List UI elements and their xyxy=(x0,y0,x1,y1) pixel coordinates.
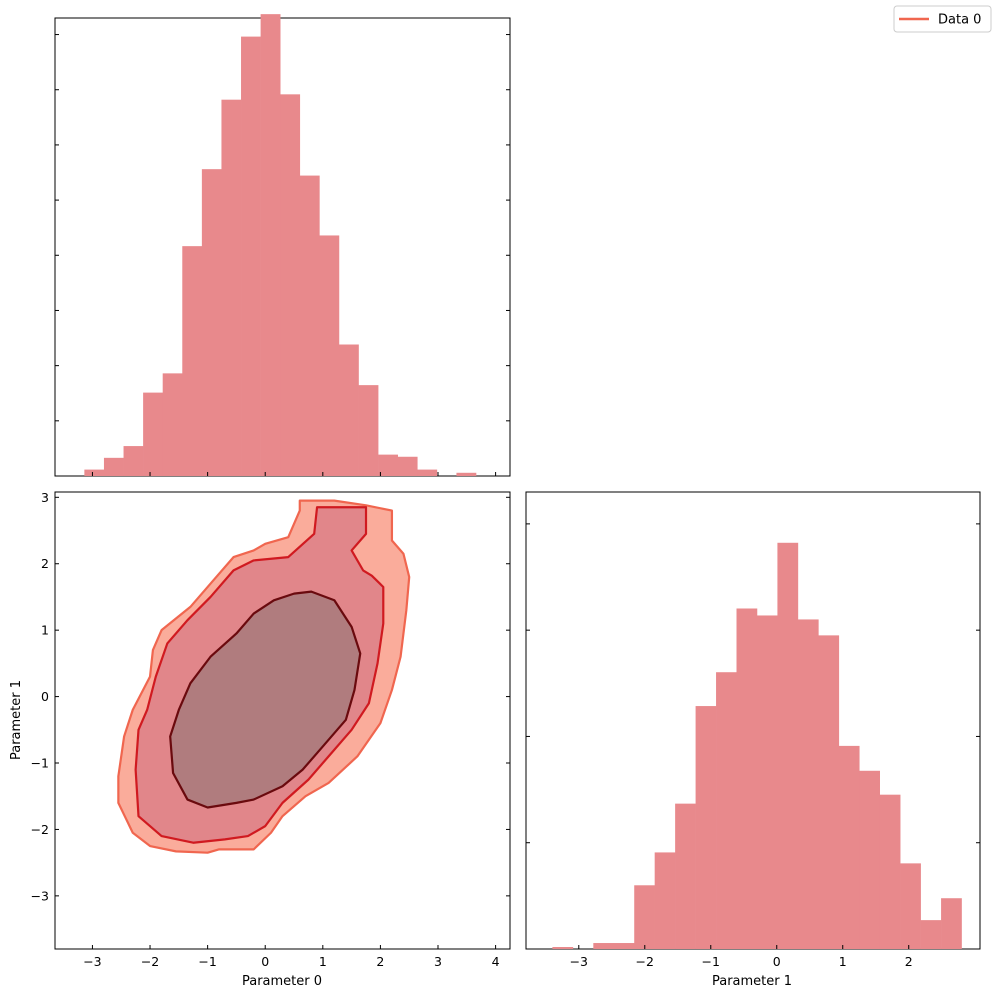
marginal-histogram-parameter-1: −3 −2 −1 0 1 2 Parameter 1 xyxy=(525,491,981,989)
histogram-bar xyxy=(221,99,242,477)
histogram-bar xyxy=(299,175,320,476)
histogram-bar xyxy=(859,770,880,949)
histogram-bar xyxy=(319,235,340,476)
histogram-bar xyxy=(654,852,676,949)
x-tick-label: 3 xyxy=(434,954,442,969)
axis-ticks xyxy=(55,496,510,949)
y-tick-label: −1 xyxy=(31,756,49,771)
x-tick-label: 1 xyxy=(839,954,847,969)
histogram-bar xyxy=(756,615,778,949)
y-tick-label: 0 xyxy=(41,689,49,704)
histogram-bar xyxy=(456,472,477,476)
histogram-bars xyxy=(84,14,477,477)
y-tick-label: 3 xyxy=(41,490,49,505)
y-tick-label: −2 xyxy=(31,822,49,837)
x-tick-labels: −3 −2 −1 0 1 2 3 4 xyxy=(83,954,499,969)
histogram-bar xyxy=(280,94,301,476)
histogram-bar xyxy=(84,469,105,476)
histogram-bar xyxy=(103,457,124,476)
histogram-bar xyxy=(162,373,183,476)
histogram-bar xyxy=(182,246,203,476)
histogram-bar xyxy=(358,385,379,476)
histogram-bar xyxy=(201,169,222,477)
histogram-bar xyxy=(613,943,635,949)
histogram-bar xyxy=(552,947,574,949)
histogram-bar xyxy=(378,454,398,476)
x-tick-label: −3 xyxy=(83,954,101,969)
axis-ticks xyxy=(526,523,980,949)
x-tick-labels: −3 −2 −1 0 1 2 xyxy=(570,954,913,969)
x-tick-label: −1 xyxy=(702,954,720,969)
legend: Data 0 xyxy=(893,5,992,33)
legend-label: Data 0 xyxy=(938,13,981,28)
joint-contour-plot: −3 −2 −1 0 1 2 3 4 −3 −2 −1 0 1 2 3 Parameter 0 Param… xyxy=(9,490,511,989)
histogram-bar xyxy=(818,635,840,949)
histogram-bar xyxy=(900,863,921,949)
contour-inner xyxy=(169,590,362,809)
y-tick-label: 1 xyxy=(41,623,49,638)
histogram-bar xyxy=(675,803,696,949)
axis-ticks xyxy=(55,34,510,476)
x-tick-label: 2 xyxy=(905,954,913,969)
y-tick-label: 2 xyxy=(41,556,49,571)
marginal-histogram-parameter-0 xyxy=(54,14,511,477)
histogram-bar xyxy=(736,608,758,949)
x-tick-label: −3 xyxy=(570,954,588,969)
contour-levels xyxy=(117,499,411,854)
histogram-bar xyxy=(777,542,799,949)
x-tick-label: 2 xyxy=(376,954,384,969)
y-tick-label: −3 xyxy=(31,888,49,903)
histogram-bar xyxy=(941,898,962,949)
histogram-bar xyxy=(920,920,942,949)
x-axis-label: Parameter 1 xyxy=(712,974,792,989)
histogram-bar xyxy=(879,794,901,949)
y-tick-labels: −3 −2 −1 0 1 2 3 xyxy=(31,490,49,904)
histogram-bars xyxy=(552,542,962,949)
histogram-bar xyxy=(634,885,655,949)
histogram-bar xyxy=(838,745,860,949)
x-tick-label: −2 xyxy=(141,954,159,969)
x-tick-label: 4 xyxy=(492,954,500,969)
y-axis-label: Parameter 1 xyxy=(9,680,24,760)
x-tick-label: 1 xyxy=(319,954,327,969)
x-tick-label: −1 xyxy=(198,954,216,969)
histogram-bar xyxy=(338,344,359,476)
histogram-bar xyxy=(417,469,438,476)
x-tick-label: 0 xyxy=(773,954,781,969)
histogram-bar xyxy=(716,672,737,949)
histogram-bar xyxy=(797,619,819,949)
histogram-bar xyxy=(260,14,281,477)
x-tick-label: −2 xyxy=(636,954,654,969)
x-axis-label: Parameter 0 xyxy=(242,974,322,989)
histogram-bar xyxy=(593,943,615,949)
x-tick-label: 0 xyxy=(261,954,269,969)
histogram-bar xyxy=(695,706,717,949)
histogram-bar xyxy=(143,392,163,476)
histogram-bar xyxy=(123,446,144,476)
panel-frame xyxy=(54,491,511,950)
histogram-bar xyxy=(397,456,418,476)
histogram-bar xyxy=(241,36,261,476)
legend-frame xyxy=(893,5,992,33)
